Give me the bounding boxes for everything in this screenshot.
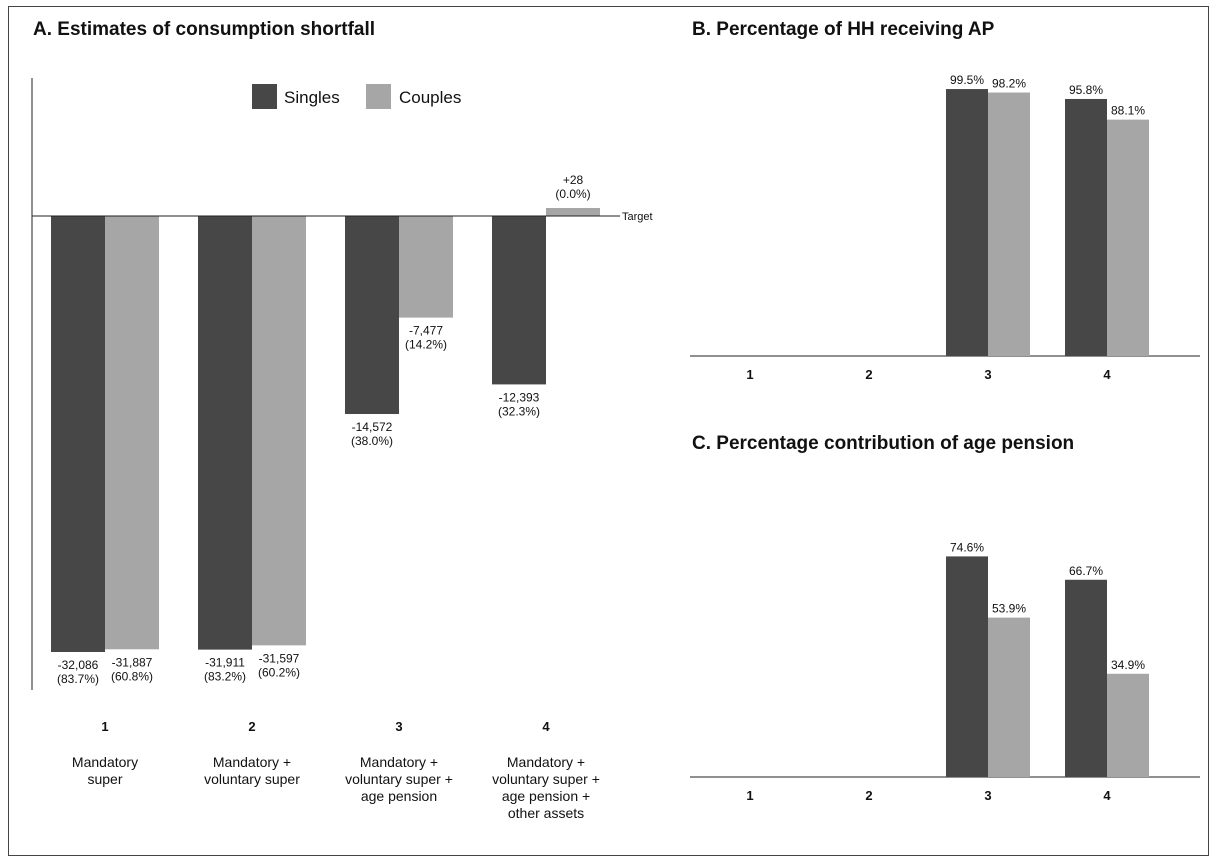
- category-label-c-3: 3: [984, 788, 991, 803]
- category-label-a-3: 3: [395, 719, 402, 734]
- category-description-a-1-1: super: [87, 771, 122, 787]
- panel-c-title: C. Percentage contribution of age pensio…: [692, 433, 1074, 454]
- data-label-c-couples-3: 53.9%: [992, 602, 1026, 616]
- bar-c-couples-3: [988, 617, 1030, 777]
- category-description-a-4-1: voluntary super +: [492, 771, 600, 787]
- figure-frame: [8, 6, 1209, 856]
- category-description-a-3-0: Mandatory +: [360, 754, 438, 770]
- data-label-a-couples-3-1: (14.2%): [405, 338, 447, 352]
- data-label-a-couples-2-1: (60.2%): [258, 665, 300, 679]
- bar-b-couples-4: [1107, 119, 1149, 356]
- legend-singles-swatch: [252, 84, 277, 109]
- bar-b-singles-4: [1065, 98, 1107, 356]
- category-description-a-4-0: Mandatory +: [507, 754, 585, 770]
- legend-couples-label: Couples: [399, 88, 461, 107]
- data-label-a-couples-3-0: -7,477: [409, 324, 443, 338]
- data-label-b-singles-4: 95.8%: [1069, 83, 1103, 97]
- panel-a-title: A. Estimates of consumption shortfall: [33, 19, 375, 40]
- bar-c-singles-3: [946, 556, 988, 777]
- bar-a-singles-3: [345, 216, 399, 415]
- data-label-a-singles-2-0: -31,911: [205, 656, 245, 670]
- category-description-a-4-2: age pension +: [502, 788, 590, 804]
- data-label-a-singles-3-1: (38.0%): [351, 434, 393, 448]
- category-label-c-1: 1: [746, 788, 753, 803]
- category-label-c-4: 4: [1103, 788, 1111, 803]
- category-label-a-2: 2: [248, 719, 255, 734]
- panel-a: A. Estimates of consumption shortfall Si…: [31, 19, 653, 821]
- category-description-a-2-0: Mandatory +: [213, 754, 291, 770]
- data-label-b-couples-3: 98.2%: [992, 77, 1026, 91]
- category-description-a-3-2: age pension: [361, 788, 437, 804]
- data-label-b-singles-3: 99.5%: [950, 73, 984, 87]
- panel-c: C. Percentage contribution of age pensio…: [690, 433, 1200, 803]
- category-description-a-1-0: Mandatory: [72, 754, 138, 770]
- bar-c-singles-4: [1065, 579, 1107, 777]
- category-description-a-3-1: voluntary super +: [345, 771, 453, 787]
- data-label-a-singles-1-1: (83.7%): [57, 672, 99, 686]
- data-label-a-couples-4-1: (0.0%): [555, 187, 590, 201]
- data-label-a-couples-1-1: (60.8%): [111, 669, 153, 683]
- bar-a-singles-2: [198, 216, 252, 650]
- bar-a-couples-2: [252, 216, 306, 646]
- bar-a-couples-4: [546, 208, 600, 216]
- bar-a-singles-1: [51, 216, 105, 652]
- panel-b-title: B. Percentage of HH receiving AP: [692, 19, 995, 40]
- data-label-a-singles-4-1: (32.3%): [498, 404, 540, 418]
- category-description-a-4-3: other assets: [508, 805, 584, 821]
- target-label: Target: [622, 211, 653, 223]
- bar-b-singles-3: [946, 89, 988, 356]
- data-label-c-singles-4: 66.7%: [1069, 564, 1103, 578]
- data-label-a-singles-4-0: -12,393: [499, 390, 540, 404]
- category-description-a-2-1: voluntary super: [204, 771, 300, 787]
- category-label-c-2: 2: [865, 788, 872, 803]
- category-label-b-3: 3: [984, 367, 991, 382]
- bar-c-couples-4: [1107, 673, 1149, 777]
- data-label-a-singles-3-0: -14,572: [352, 420, 393, 434]
- bar-a-couples-1: [105, 216, 159, 650]
- data-label-c-singles-3: 74.6%: [950, 540, 984, 554]
- data-label-a-singles-2-1: (83.2%): [204, 670, 246, 684]
- bar-a-singles-4: [492, 216, 546, 385]
- category-label-b-1: 1: [746, 367, 753, 382]
- bar-b-couples-3: [988, 92, 1030, 356]
- category-label-b-2: 2: [865, 367, 872, 382]
- legend-couples-swatch: [366, 84, 391, 109]
- category-label-a-4: 4: [542, 719, 550, 734]
- legend-singles-label: Singles: [284, 88, 340, 107]
- panel-b: B. Percentage of HH receiving AP 1 2 99.5%…: [690, 19, 1200, 382]
- category-label-b-4: 4: [1103, 367, 1111, 382]
- data-label-a-couples-1-0: -31,887: [112, 655, 153, 669]
- data-label-a-couples-2-0: -31,597: [259, 651, 300, 665]
- data-label-a-singles-1-0: -32,086: [58, 658, 99, 672]
- data-label-a-couples-4-0: +28: [563, 173, 584, 187]
- data-label-b-couples-4: 88.1%: [1111, 104, 1145, 118]
- category-label-a-1: 1: [101, 719, 108, 734]
- bar-a-couples-3: [399, 216, 453, 318]
- data-label-c-couples-4: 34.9%: [1111, 658, 1145, 672]
